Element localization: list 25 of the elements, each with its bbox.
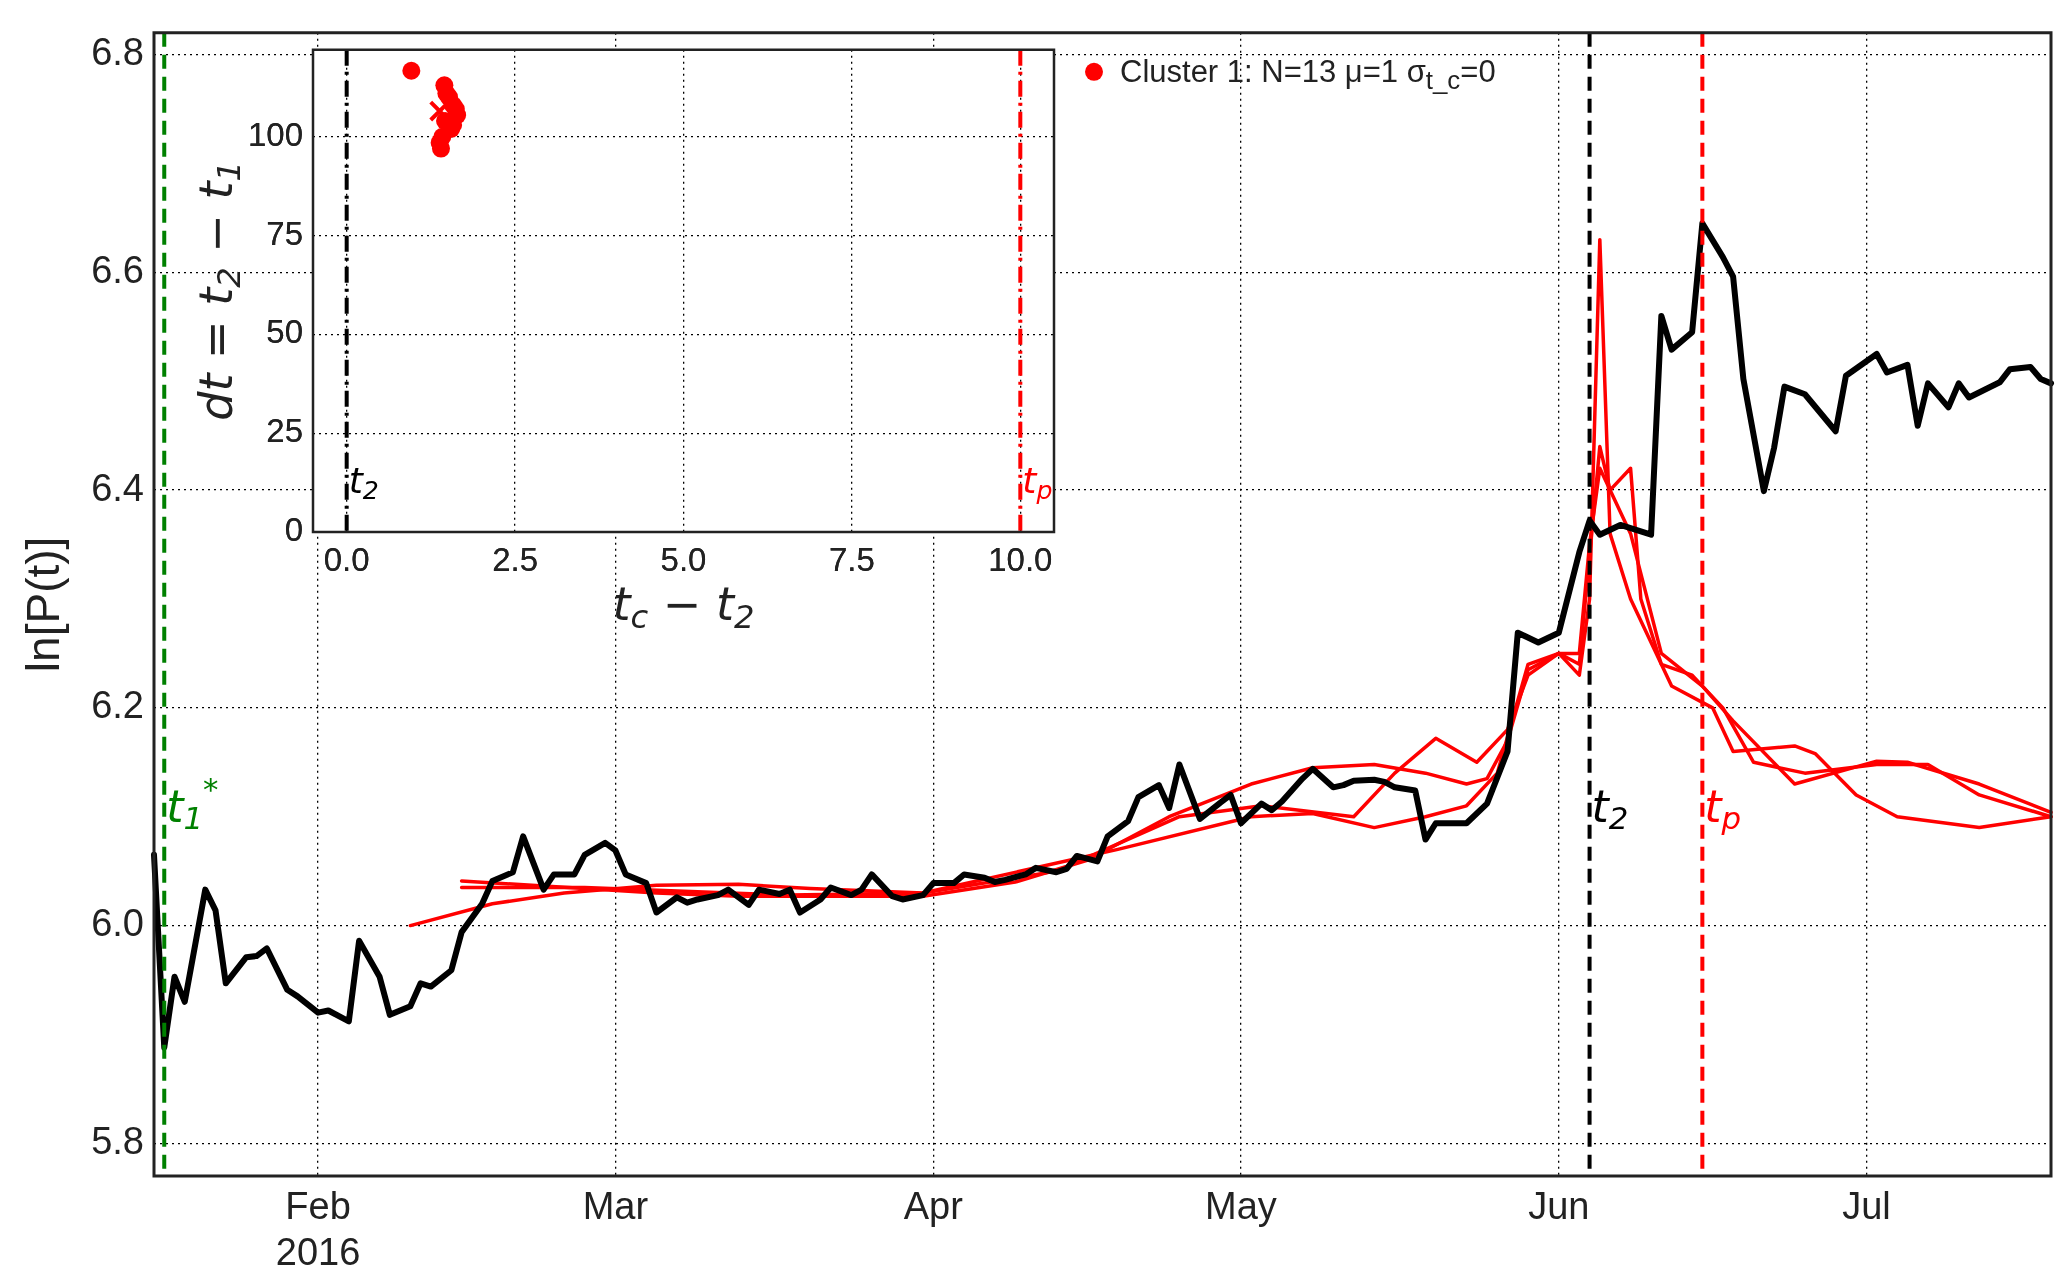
x-tick-label: Apr — [903, 1185, 964, 1228]
y-tick-label: 25 — [266, 412, 303, 450]
y-tick-label: 6.6 — [91, 248, 144, 291]
y-tick-label: 50 — [266, 313, 303, 351]
y-tick-label: 6.8 — [91, 31, 144, 74]
x-tick-label: 0.0 — [323, 540, 370, 578]
legend-label: Cluster 1: N=13 μ=1 σ$_{t_c}$=0 — [1120, 52, 1496, 96]
y-tick-label: 6.4 — [91, 466, 144, 509]
x-tick-label: May — [1205, 1185, 1277, 1228]
x-tick-label: 10.0 — [988, 540, 1053, 578]
x-tick-label: 2.5 — [492, 540, 539, 578]
y-tick-label: 100 — [247, 115, 303, 153]
x-tick-label: 7.5 — [828, 540, 875, 578]
y-tick-label: 6.2 — [91, 684, 144, 727]
y-tick-label: 0 — [284, 511, 303, 549]
y-tick-label: 6.0 — [91, 902, 144, 945]
x-tick-label: 5.0 — [660, 540, 707, 578]
y-tick-label: 75 — [266, 214, 303, 252]
x-tick-label: Jun — [1528, 1185, 1590, 1228]
x-tick-label: Jul — [1842, 1185, 1891, 1228]
y-axis-title: ln[P(t)] — [16, 536, 69, 673]
y-axis-title: dt = t2 − t1 — [188, 160, 248, 421]
x-tick-label: Feb 2016 — [275, 1185, 361, 1273]
y-tick-label: 5.8 — [91, 1119, 144, 1162]
x-tick-label: Mar — [582, 1185, 649, 1228]
